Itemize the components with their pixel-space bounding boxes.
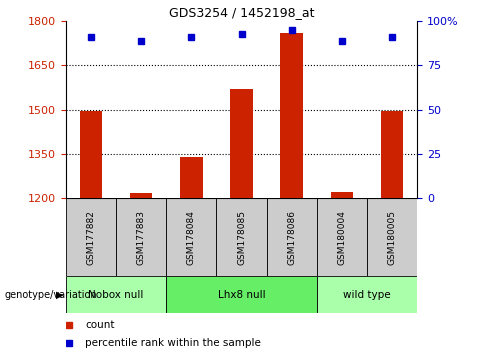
Bar <box>281 33 303 198</box>
Text: Lhx8 null: Lhx8 null <box>218 290 265 300</box>
Bar <box>317 198 367 276</box>
Text: GSM177883: GSM177883 <box>137 210 146 265</box>
Text: GSM177882: GSM177882 <box>86 210 96 265</box>
Title: GDS3254 / 1452198_at: GDS3254 / 1452198_at <box>169 6 314 19</box>
Text: genotype/variation: genotype/variation <box>5 290 98 300</box>
Bar <box>381 110 404 198</box>
Text: Nobox null: Nobox null <box>88 290 144 300</box>
Text: GSM180005: GSM180005 <box>387 210 397 265</box>
Bar <box>180 157 203 198</box>
Text: GSM178085: GSM178085 <box>237 210 246 265</box>
Bar <box>66 276 166 313</box>
Bar <box>66 198 116 276</box>
Text: GSM178086: GSM178086 <box>287 210 296 265</box>
Text: GSM180004: GSM180004 <box>337 210 346 265</box>
Text: wild type: wild type <box>343 290 391 300</box>
Text: percentile rank within the sample: percentile rank within the sample <box>85 338 261 348</box>
Bar <box>80 110 102 198</box>
Text: GSM178084: GSM178084 <box>187 210 196 265</box>
Text: count: count <box>85 320 115 330</box>
Bar <box>166 198 217 276</box>
Bar <box>331 192 353 198</box>
Bar <box>230 89 253 198</box>
Bar <box>130 193 152 198</box>
Text: ▶: ▶ <box>56 290 63 300</box>
Bar <box>116 198 166 276</box>
Bar <box>367 198 417 276</box>
Bar <box>266 198 317 276</box>
Bar <box>217 198 266 276</box>
Bar <box>317 276 417 313</box>
Bar <box>166 276 317 313</box>
